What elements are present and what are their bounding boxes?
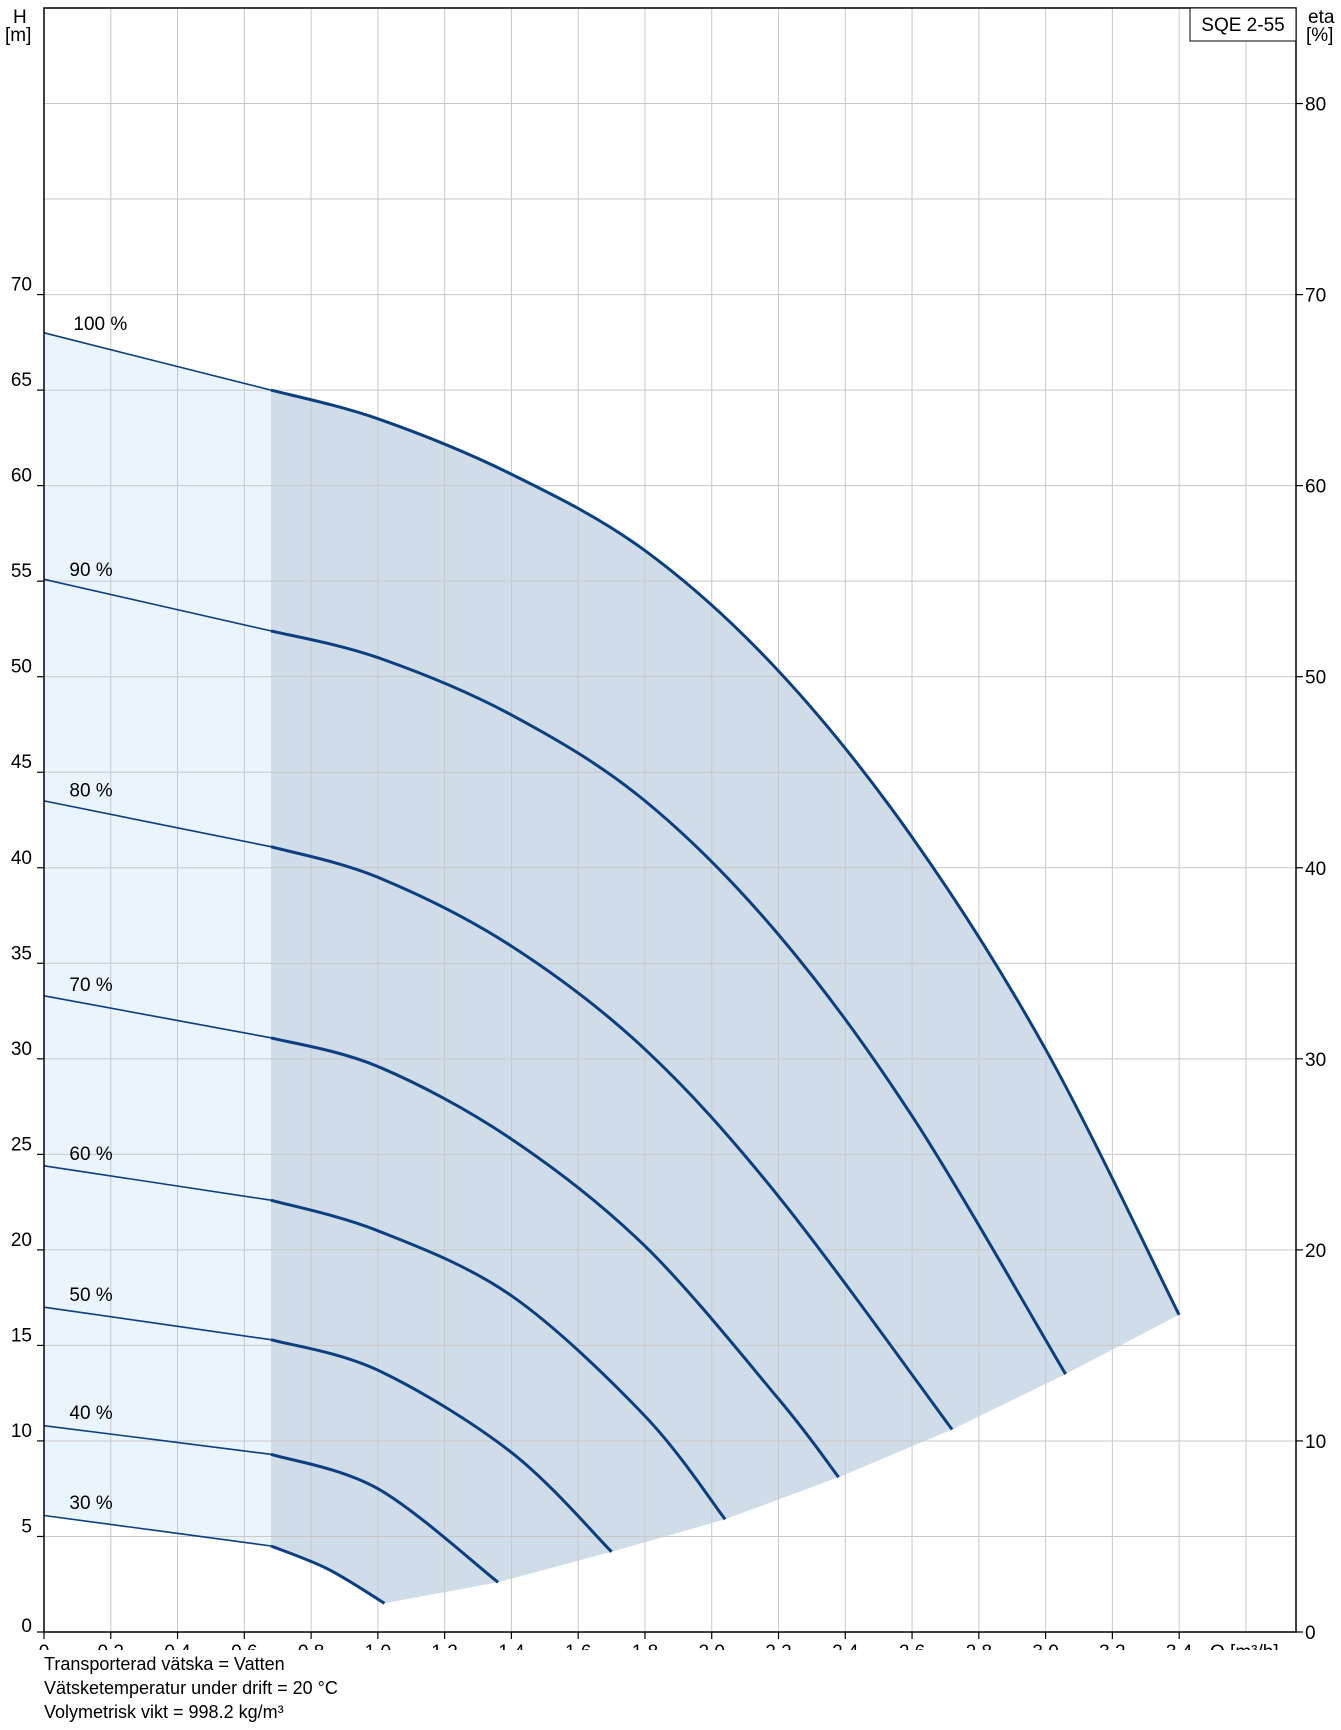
x-tick-label: 2,2 <box>765 1642 791 1650</box>
x-tick-label: 0,8 <box>298 1642 324 1650</box>
curve-labels: 100 % 90 % 80 % 70 % 60 % 50 % 40 % 30 % <box>69 314 127 1514</box>
operating-regions <box>44 332 1180 1604</box>
y-tick-label: 20 <box>11 1230 32 1251</box>
head-curve-thin-7 <box>43 1514 272 1547</box>
head-curve-2 <box>270 845 954 1431</box>
eta-axis-unit: [%] <box>1306 25 1333 46</box>
y-tick-label: 10 <box>11 1421 32 1442</box>
y-axis-label-unit: [m] <box>5 25 31 46</box>
pump-curve-chart: 100 % 90 % 80 % 70 % 60 % 50 % 40 % 30 % 0 0,2 0,… <box>5 7 1335 1650</box>
x-tick-label: 2,8 <box>966 1642 992 1650</box>
curve-label-0: 100 % <box>73 314 127 335</box>
curve-label-2: 80 % <box>69 781 112 802</box>
eta-tick-label: 10 <box>1305 1432 1326 1453</box>
y-axis-label-h: H <box>13 7 27 28</box>
x-tick-label: 1,0 <box>365 1642 391 1650</box>
fluid-notes: Transporterad vätska = Vatten Vätsketemp… <box>44 1652 338 1724</box>
plot-frame <box>43 7 1297 1633</box>
x-tick-label: 3,4 <box>1166 1642 1193 1650</box>
y-tick-label: 5 <box>21 1516 32 1537</box>
eta-tick-label: 0 <box>1305 1623 1316 1644</box>
x-tick-label: 2,6 <box>899 1642 925 1650</box>
y-tick-label: 55 <box>11 561 32 582</box>
head-curve-thin-5 <box>43 1306 272 1341</box>
y-tick-label: 45 <box>11 752 32 773</box>
eta-axis-label: eta <box>1308 7 1335 28</box>
head-curve-thin-2 <box>43 800 272 848</box>
note-density: Volymetrisk vikt = 998.2 kg/m³ <box>44 1702 284 1722</box>
x-tick-label: 0,6 <box>231 1642 257 1650</box>
y-tick-label: 70 <box>11 275 32 296</box>
y-tick-label: 65 <box>11 370 32 391</box>
grid-lines <box>43 7 1296 1633</box>
y-tick-label: 25 <box>11 1134 32 1155</box>
note-fluid: Transporterad vätska = Vatten <box>44 1654 285 1674</box>
chart-title: SQE 2-55 <box>1201 15 1284 36</box>
x-tick-label: 0 <box>39 1642 50 1650</box>
head-curve-thin-0 <box>43 332 272 391</box>
x-tick-label: 2,0 <box>699 1642 725 1650</box>
curve-label-6: 40 % <box>69 1403 112 1424</box>
eta-tick-label: 30 <box>1305 1050 1326 1071</box>
y-axis-ticks: 0 5 10 15 20 25 30 35 40 45 50 55 60 65 70 <box>11 275 44 1637</box>
head-curve-4 <box>270 1198 727 1521</box>
y-tick-label: 15 <box>11 1325 32 1346</box>
y-tick-label: 35 <box>11 943 32 964</box>
curve-label-5: 50 % <box>69 1285 112 1306</box>
region-operating <box>271 390 1180 1604</box>
y-tick-label: 40 <box>11 848 32 869</box>
eta-tick-label: 60 <box>1305 477 1326 498</box>
x-tick-label: 1,4 <box>498 1642 525 1650</box>
region-low-flow <box>44 332 272 1547</box>
head-curves <box>43 332 1181 1605</box>
x-tick-label: 1,8 <box>632 1642 658 1650</box>
x-tick-label: 0,4 <box>164 1642 191 1650</box>
curve-label-4: 60 % <box>69 1144 112 1165</box>
head-curve-7 <box>270 1544 386 1605</box>
head-curve-6 <box>270 1452 500 1584</box>
eta-tick-label: 70 <box>1305 286 1326 307</box>
head-curve-thin-4 <box>43 1165 272 1201</box>
y-tick-label: 30 <box>11 1039 32 1060</box>
x-tick-label: 3,0 <box>1032 1642 1058 1650</box>
x-tick-label: 2,4 <box>832 1642 859 1650</box>
y-tick-label: 50 <box>11 657 32 678</box>
chart-title-box <box>1189 7 1297 42</box>
head-curve-1 <box>270 629 1067 1375</box>
eta-tick-label: 40 <box>1305 859 1326 880</box>
eta-axis-ticks: 0 10 20 30 40 50 60 70 80 <box>1296 95 1326 1644</box>
y-tick-label: 0 <box>21 1616 32 1637</box>
x-axis-label: Q [m³/h] <box>1210 1642 1279 1650</box>
head-curve-5 <box>270 1338 613 1553</box>
head-curve-3 <box>270 1036 840 1479</box>
head-curve-thin-1 <box>43 578 272 632</box>
eta-tick-label: 20 <box>1305 1241 1326 1262</box>
x-tick-label: 3,2 <box>1099 1642 1125 1650</box>
y-tick-label: 60 <box>11 466 32 487</box>
head-curve-thin-3 <box>43 995 272 1039</box>
x-axis-ticks: 0 0,2 0,4 0,6 0,8 1,0 1,2 1,4 1,6 1,8 2,0 2,2 2,4 2,6… <box>39 1632 1193 1650</box>
curve-label-7: 30 % <box>69 1493 112 1514</box>
eta-tick-label: 80 <box>1305 95 1326 116</box>
eta-tick-label: 50 <box>1305 668 1326 689</box>
x-tick-label: 1,6 <box>565 1642 591 1650</box>
curve-label-1: 90 % <box>69 560 112 581</box>
x-tick-label: 1,2 <box>431 1642 457 1650</box>
head-curve-0 <box>270 388 1181 1316</box>
curve-label-3: 70 % <box>69 975 112 996</box>
head-curve-thin-6 <box>43 1424 272 1456</box>
x-tick-label: 0,2 <box>98 1642 124 1650</box>
note-temperature: Vätsketemperatur under drift = 20 °C <box>44 1678 338 1698</box>
